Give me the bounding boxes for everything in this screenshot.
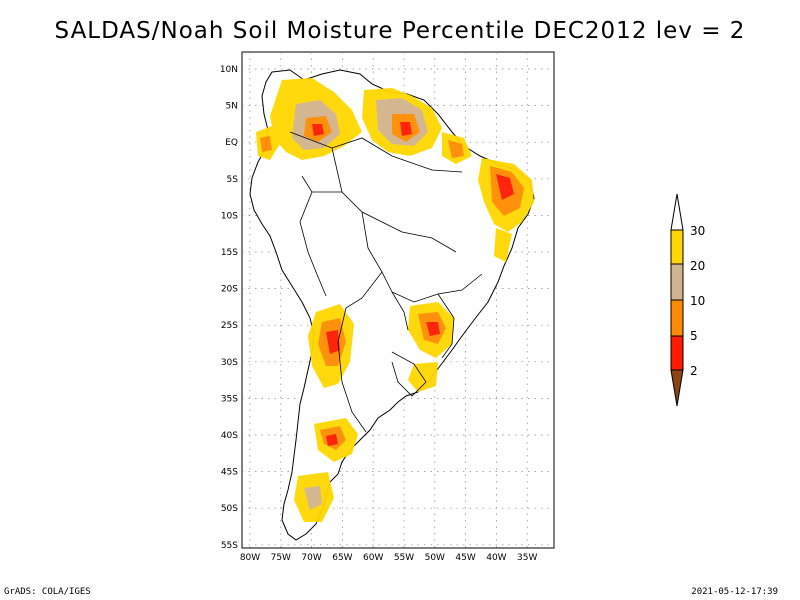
colorbar-2-5 [670,335,684,371]
colorbar [670,193,684,407]
lat-label: 10N [220,65,238,75]
lon-label: 35W [517,553,537,563]
lat-label: 15S [221,248,238,258]
lat-label: 10S [221,211,238,221]
lon-label: 45W [455,553,475,563]
lat-label: 45S [221,468,238,478]
lon-label: 60W [363,553,383,563]
colorbar-label-30: 30 [690,224,706,238]
lon-label: 70W [301,553,321,563]
colorbar-label-5: 5 [690,329,698,343]
lon-label: 40W [486,553,506,563]
footer-timestamp: 2021-05-12-17:39 [691,587,778,597]
lat-label: 20S [221,285,238,295]
lat-label: 35S [221,394,238,404]
lon-label: 75W [271,553,291,563]
colorbar-label-2: 2 [690,364,698,378]
lat-label: 50S [221,504,238,514]
map-panel: 10N5NEQ5S10S15S20S25S30S35S40S45S50S55S … [220,51,555,563]
lat-label: EQ [225,138,238,148]
colorbar-5-10 [670,299,684,337]
percentile-shading [256,78,534,522]
lon-label: 80W [240,553,260,563]
lon-label: 50W [425,553,445,563]
lon-label: 55W [394,553,414,563]
colorbar-label-20: 20 [690,259,706,273]
country-borders [289,131,483,433]
lat-label: 30S [221,358,238,368]
lat-label: 5N [226,102,238,112]
colorbar-label-10: 10 [690,294,706,308]
south-america-outline [249,69,535,541]
colorbar-10-20 [670,263,684,301]
map-title: SALDAS/Noah Soil Moisture Percentile DEC… [54,18,746,44]
colorbar-top-arrow [670,193,684,231]
lat-label: 55S [221,541,238,551]
longitude-labels: 80W 75W 70W 65W 60W 55W 50W 45W 40W 35W [240,553,538,563]
colorbar-bottom-arrow [670,369,684,407]
lat-label: 5S [227,175,239,185]
latitude-labels: 10N 5N EQ 5S 10S 15S 20S 25S 30S 35S 40S 45S 50S 55S [220,65,238,551]
footer-credit: GrADS: COLA/IGES [4,587,91,597]
colorbar-20-30 [670,229,684,265]
lat-label: 40S [221,431,238,441]
lat-label: 25S [221,321,238,331]
lon-label: 65W [332,553,352,563]
